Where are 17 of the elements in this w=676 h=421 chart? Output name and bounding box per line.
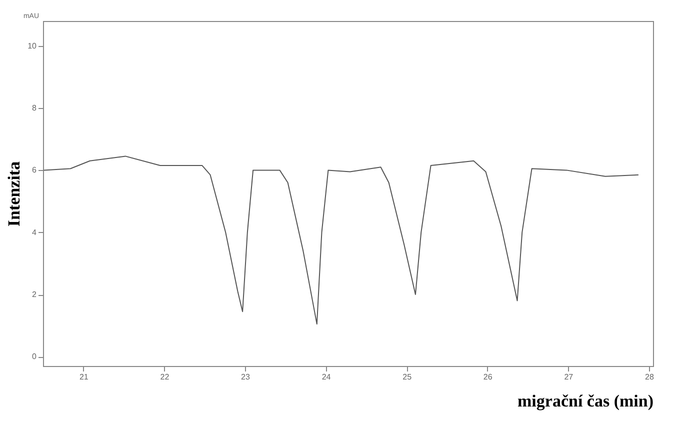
y-tick-label: 10 — [28, 41, 38, 50]
y-tick-label: 2 — [32, 290, 38, 300]
y-tick-label: 4 — [32, 228, 38, 237]
x-tick-label: 21 — [79, 372, 89, 382]
line-series — [43, 156, 639, 325]
x-tick-label: 22 — [160, 372, 170, 382]
x-tick-label: 24 — [322, 372, 332, 382]
y-tick-label: 8 — [32, 104, 38, 113]
x-tick-label: 26 — [483, 372, 493, 382]
y-tick-label: 6 — [32, 166, 38, 175]
x-axis-title: migrační čas (min) — [518, 392, 654, 410]
y-tick-label: 0 — [32, 352, 38, 362]
y-axis-title: Intenzita — [4, 160, 24, 227]
x-tick-label: 27 — [564, 372, 574, 382]
x-tick-label: 25 — [402, 372, 412, 382]
x-tick-label: 23 — [241, 372, 250, 382]
x-tick-label: 28 — [645, 372, 654, 382]
